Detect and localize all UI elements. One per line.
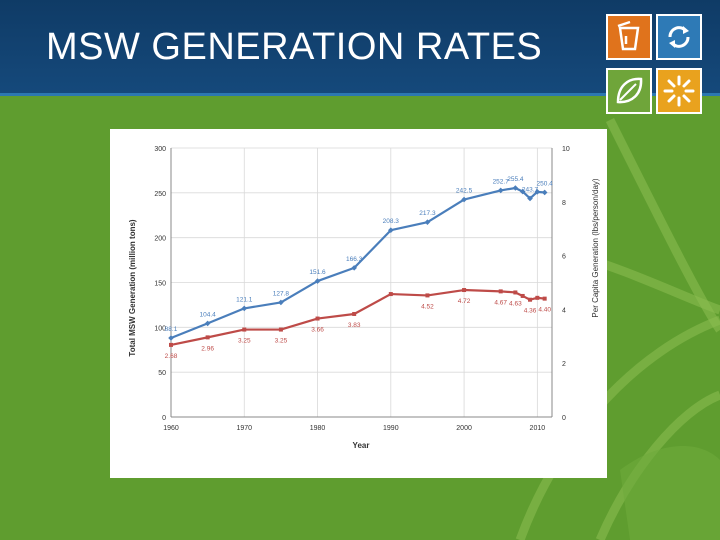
data-point: [351, 265, 357, 271]
data-point: [512, 185, 519, 191]
y-tick-label: 50: [158, 370, 166, 377]
data-label: 166.3: [346, 256, 363, 263]
trash-bin-icon: [606, 14, 652, 60]
y-tick-label: 250: [154, 191, 166, 198]
data-label: 4.36: [524, 308, 537, 315]
data-label: 3.83: [348, 322, 361, 329]
x-axis-title: Year: [353, 441, 370, 450]
y2-tick-label: 6: [562, 254, 566, 261]
data-point: [513, 290, 518, 295]
y-tick-label: 300: [154, 146, 166, 153]
y-tick-label: 200: [154, 236, 166, 243]
data-label: 3.25: [238, 338, 251, 345]
data-point: [242, 327, 247, 332]
data-point: [424, 219, 431, 225]
x-tick-label: 1980: [310, 425, 326, 432]
y2-tick-label: 8: [562, 200, 566, 207]
data-labels: 88.1 104.4 121.1 127.8 151.6 166.3 208.3 217.3 2…: [165, 176, 554, 360]
data-point: [534, 189, 541, 195]
data-point: [388, 292, 393, 297]
data-point: [462, 288, 467, 293]
data-label: 4.52: [421, 303, 434, 310]
y2-tick-label: 2: [562, 361, 566, 368]
data-label: 4.72: [458, 298, 471, 305]
data-point: [535, 295, 540, 300]
data-point: [352, 311, 357, 316]
data-label: 104.4: [199, 311, 216, 318]
msw-chart-panel: 0 50 100 150 200 250 300 1960 1970 1980 1990 2000 20…: [110, 129, 607, 478]
data-label: 252.7: [493, 178, 510, 185]
y-tick-label: 0: [162, 415, 166, 422]
data-label: 3.25: [275, 338, 288, 345]
data-point: [278, 299, 284, 306]
x-tick-label: 1960: [163, 425, 179, 432]
y-tick-label: 150: [154, 281, 166, 288]
y2-tick-label: 4: [562, 307, 566, 314]
gridlines: [170, 147, 552, 418]
recycle-arrows-icon: [656, 14, 702, 60]
data-point: [425, 293, 430, 298]
data-point: [542, 296, 547, 301]
data-label: 88.1: [165, 326, 178, 333]
y-tick-label: 100: [154, 325, 166, 332]
x-tick-label: 1970: [236, 425, 252, 432]
data-point: [314, 278, 321, 284]
y2-tick-label: 10: [562, 146, 570, 153]
data-label: 4.63: [509, 300, 522, 307]
data-point: [527, 195, 533, 202]
data-label: 121.1: [236, 296, 253, 303]
series-line-2: [170, 288, 545, 346]
data-label: 255.4: [507, 176, 524, 183]
data-point: [541, 189, 548, 196]
x-tick-label: 2010: [530, 425, 546, 432]
slide-title: MSW GENERATION RATES: [46, 26, 543, 68]
y-axis-title: Total MSW Generation (million tons): [128, 219, 137, 357]
data-label: 4.40: [538, 307, 551, 314]
data-point: [315, 316, 320, 321]
data-point: [519, 188, 526, 195]
data-point: [241, 305, 248, 312]
data-label: 151.6: [309, 269, 326, 276]
data-point: [498, 289, 503, 294]
data-label: 2.68: [165, 353, 178, 360]
y2-tick-label: 0: [562, 415, 566, 422]
data-point: [528, 297, 533, 302]
leaf-icon: [606, 68, 652, 114]
data-point: [388, 227, 394, 234]
data-label: 127.8: [273, 290, 290, 297]
x-tick-label: 2000: [456, 425, 472, 432]
title-banner: MSW GENERATION RATES: [0, 0, 720, 96]
data-label: 3.66: [311, 327, 324, 334]
data-label: 208.3: [383, 218, 400, 225]
data-point: [520, 293, 525, 298]
data-point: [168, 335, 174, 341]
data-point: [497, 187, 504, 194]
data-point: [205, 335, 210, 340]
data-label: 243.7: [522, 186, 539, 193]
data-series: [168, 185, 548, 347]
data-label: 217.3: [419, 210, 436, 217]
data-label: 250.4: [537, 180, 554, 187]
sun-icon: [656, 68, 702, 114]
data-point: [169, 342, 173, 347]
data-label: 4.67: [494, 299, 507, 306]
y2-axis-title: Per Capita Generation (lbs/person/day): [591, 178, 600, 318]
data-label: 242.5: [456, 188, 473, 195]
data-point: [278, 327, 283, 332]
data-label: 2.96: [201, 345, 214, 352]
x-tick-label: 1990: [383, 425, 399, 432]
data-point: [204, 320, 211, 327]
series-line-1: [170, 186, 545, 340]
